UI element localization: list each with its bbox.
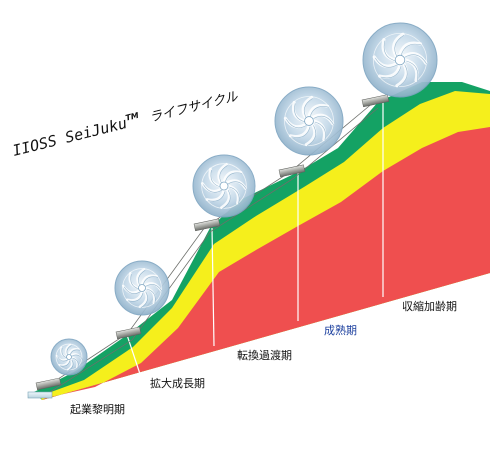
diagram-title: IIOSS SeiJukuTM ライフサイクル <box>11 86 241 160</box>
stage-bar-1 <box>35 377 62 391</box>
stage-label-contraction: 収縮加齢期 <box>402 299 457 313</box>
stage-label-dawn: 起業黎明期 <box>70 402 125 416</box>
swirl-wheel-icon-3 <box>192 154 256 218</box>
stage-bar-5 <box>361 94 390 108</box>
stage-label-mature: 成熟期 <box>324 323 357 337</box>
stage-label-transition: 転換過渡期 <box>237 348 292 362</box>
base-platform <box>27 391 53 399</box>
stage-labels: 起業黎明期 拡大成長期 転換過渡期 成熟期 収縮加齢期 <box>70 299 457 416</box>
stage-bar-4 <box>278 164 306 178</box>
stage-label-growth: 拡大成長期 <box>150 376 205 390</box>
title-main: IIOSS SeiJuku <box>11 114 129 160</box>
stage-dividers <box>126 102 384 375</box>
stage-bars <box>35 94 390 391</box>
band-red <box>42 127 490 400</box>
stage-bar-3 <box>193 218 221 232</box>
stage-bar-2 <box>115 326 142 340</box>
title-subtitle: ライフサイクル <box>148 89 240 126</box>
swirl-wheel-icon-1 <box>50 338 88 376</box>
swirl-wheel-icon-5 <box>362 22 438 98</box>
connector-lower <box>49 107 379 393</box>
divider-2 <box>211 227 215 347</box>
lifecycle-wheels <box>50 22 438 376</box>
lifecycle-bands <box>34 82 490 400</box>
swirl-wheel-icon-4 <box>274 86 344 156</box>
title-trademark: TM <box>125 111 140 123</box>
swirl-wheel-icon-2 <box>114 260 170 316</box>
